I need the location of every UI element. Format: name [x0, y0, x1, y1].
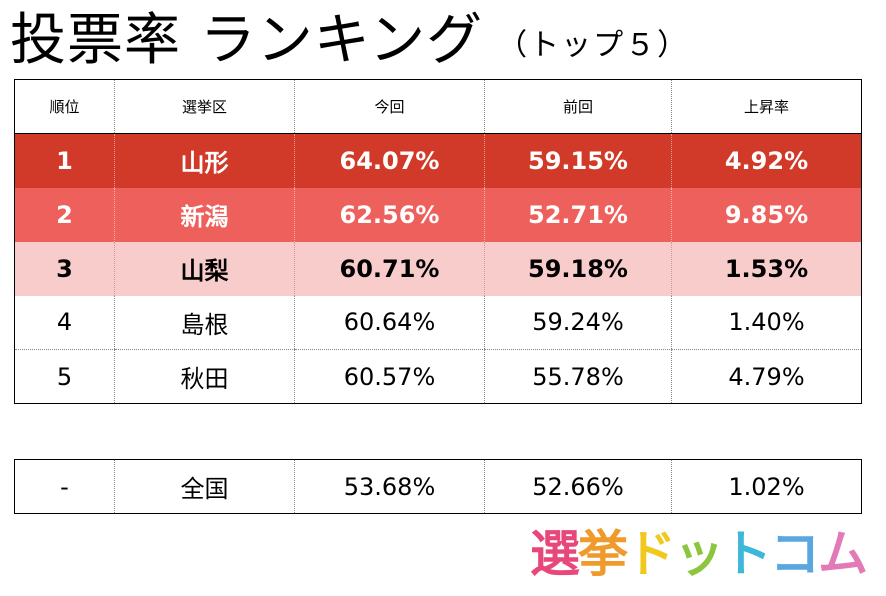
cell-rank: - [14, 459, 115, 514]
logo-char: ド [626, 525, 676, 583]
header-rank: 順位 [14, 79, 115, 134]
table-row: 5 秋田 60.57% 55.78% 4.79% [14, 349, 862, 404]
cell-previous: 59.15% [484, 133, 672, 188]
header-previous: 前回 [484, 79, 672, 134]
cell-district: 秋田 [114, 349, 295, 404]
table-row: 1 山形 64.07% 59.15% 4.92% [14, 133, 862, 188]
cell-increase: 4.79% [671, 349, 862, 404]
cell-previous: 52.66% [484, 459, 672, 514]
cell-current: 62.56% [294, 187, 485, 242]
table-header-row: 順位 選挙区 今回 前回 上昇率 [14, 79, 862, 134]
title-subtitle: （トップ５） [497, 28, 690, 63]
cell-increase: 1.40% [671, 295, 862, 350]
table-row: 2 新潟 62.56% 52.71% 9.85% [14, 187, 862, 242]
national-row: - 全国 53.68% 52.66% 1.02% [14, 459, 862, 514]
cell-rank: 2 [14, 187, 115, 242]
cell-increase: 9.85% [671, 187, 862, 242]
table-row: 3 山梨 60.71% 59.18% 1.53% [14, 241, 862, 296]
logo-char: 選 [530, 525, 580, 583]
header-district: 選挙区 [114, 79, 295, 134]
cell-increase: 4.92% [671, 133, 862, 188]
header-current: 今回 [294, 79, 485, 134]
cell-district: 山梨 [114, 241, 295, 296]
page-title: 投票率 ランキング （トップ５） [10, 4, 689, 74]
logo-char: ト [722, 525, 772, 583]
cell-previous: 59.24% [484, 295, 672, 350]
cell-increase: 1.53% [671, 241, 862, 296]
cell-current: 60.71% [294, 241, 485, 296]
cell-current: 53.68% [294, 459, 485, 514]
header-increase: 上昇率 [671, 79, 862, 134]
logo-char: ム [818, 525, 868, 583]
table-row: 4 島根 60.64% 59.24% 1.40% [14, 295, 862, 350]
cell-current: 60.64% [294, 295, 485, 350]
ranking-table: 順位 選挙区 今回 前回 上昇率 1 山形 64.07% 59.15% 4.92… [14, 79, 862, 404]
national-total-table: - 全国 53.68% 52.66% 1.02% [14, 459, 862, 514]
cell-rank: 1 [14, 133, 115, 188]
cell-previous: 55.78% [484, 349, 672, 404]
cell-previous: 52.71% [484, 187, 672, 242]
cell-district: 山形 [114, 133, 295, 188]
senkyo-dotcom-logo: 選 挙 ド ッ ト コ ム [530, 520, 868, 583]
title-main: 投票率 ランキング [10, 8, 484, 73]
cell-previous: 59.18% [484, 241, 672, 296]
cell-current: 64.07% [294, 133, 485, 188]
cell-current: 60.57% [294, 349, 485, 404]
cell-district: 全国 [114, 459, 295, 514]
cell-rank: 5 [14, 349, 115, 404]
cell-rank: 3 [14, 241, 115, 296]
logo-char: 挙 [578, 525, 628, 583]
cell-rank: 4 [14, 295, 115, 350]
logo-char: ッ [674, 525, 724, 583]
cell-district: 島根 [114, 295, 295, 350]
cell-increase: 1.02% [671, 459, 862, 514]
logo-char: コ [770, 525, 820, 583]
cell-district: 新潟 [114, 187, 295, 242]
